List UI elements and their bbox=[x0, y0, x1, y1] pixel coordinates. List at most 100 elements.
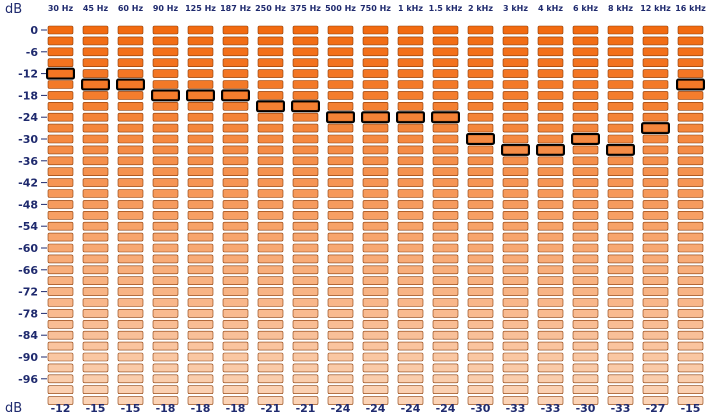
level-segment bbox=[152, 341, 179, 351]
level-segment bbox=[152, 211, 179, 220]
level-segment bbox=[432, 319, 459, 329]
level-segment bbox=[327, 341, 354, 351]
level-segment bbox=[677, 156, 704, 166]
level-segment bbox=[397, 25, 424, 35]
level-segment bbox=[152, 254, 179, 264]
level-segment bbox=[677, 200, 704, 209]
level-segment bbox=[327, 385, 354, 395]
band-column bbox=[151, 25, 180, 405]
level-segment bbox=[572, 211, 599, 220]
frequency-label: 4 kHz bbox=[538, 4, 563, 13]
level-segment bbox=[82, 80, 109, 89]
level-segment bbox=[292, 145, 319, 155]
level-segment bbox=[502, 167, 529, 176]
level-segment bbox=[47, 385, 74, 395]
level-segment bbox=[642, 363, 669, 373]
bottom-db-unit: dB bbox=[5, 401, 22, 416]
level-segment bbox=[327, 102, 354, 111]
level-segment bbox=[327, 243, 354, 253]
level-segment bbox=[117, 374, 144, 384]
peak-value: -15 bbox=[681, 402, 701, 415]
level-segment bbox=[642, 91, 669, 100]
db-tick-label: -36 bbox=[18, 155, 38, 168]
level-segment bbox=[432, 221, 459, 231]
level-segment bbox=[677, 47, 704, 57]
level-segment bbox=[467, 58, 494, 68]
level-segment bbox=[187, 254, 214, 264]
level-segment bbox=[152, 221, 179, 231]
level-segment bbox=[502, 287, 529, 296]
level-segment bbox=[537, 341, 564, 351]
frequency-label: 1.5 kHz bbox=[429, 4, 463, 13]
level-segment bbox=[607, 211, 634, 220]
level-segment bbox=[642, 298, 669, 307]
level-segment bbox=[467, 352, 494, 362]
level-segment bbox=[292, 178, 319, 187]
level-segment bbox=[257, 145, 284, 155]
level-segment bbox=[537, 156, 564, 166]
level-segment bbox=[222, 69, 249, 78]
level-segment bbox=[327, 363, 354, 373]
level-segment bbox=[152, 330, 179, 340]
band-column bbox=[571, 25, 600, 405]
level-segment bbox=[257, 156, 284, 166]
db-tick-label: -48 bbox=[18, 198, 38, 211]
level-segment bbox=[642, 200, 669, 209]
level-segment bbox=[467, 69, 494, 78]
level-segment bbox=[502, 221, 529, 231]
level-segment bbox=[222, 47, 249, 57]
level-segment bbox=[152, 178, 179, 187]
level-segment bbox=[607, 330, 634, 340]
level-segment bbox=[47, 330, 74, 340]
level-segment bbox=[432, 102, 459, 111]
level-segment bbox=[222, 156, 249, 166]
level-segment bbox=[537, 211, 564, 220]
level-segment bbox=[502, 47, 529, 57]
peak-marker bbox=[81, 78, 110, 91]
level-segment bbox=[642, 36, 669, 46]
level-segment bbox=[677, 36, 704, 46]
level-segment bbox=[362, 287, 389, 296]
peak-value: -24 bbox=[366, 402, 386, 415]
peak-value: -18 bbox=[226, 402, 246, 415]
level-segment bbox=[117, 189, 144, 198]
level-segment bbox=[222, 25, 249, 35]
level-segment bbox=[117, 254, 144, 264]
level-segment bbox=[82, 178, 109, 187]
level-segment bbox=[152, 80, 179, 89]
level-segment bbox=[257, 102, 284, 111]
level-segment bbox=[222, 145, 249, 155]
level-segment bbox=[292, 287, 319, 296]
level-segment bbox=[117, 167, 144, 176]
level-segment bbox=[642, 112, 669, 122]
level-segment bbox=[117, 134, 144, 144]
peak-value: -15 bbox=[86, 402, 106, 415]
level-segment bbox=[222, 276, 249, 286]
level-segment bbox=[117, 298, 144, 307]
level-segment bbox=[572, 189, 599, 198]
level-segment bbox=[467, 265, 494, 275]
level-segment bbox=[572, 385, 599, 395]
level-segment bbox=[432, 80, 459, 89]
level-segment bbox=[257, 91, 284, 100]
level-segment bbox=[432, 265, 459, 275]
level-segment bbox=[82, 374, 109, 384]
peak-value: -27 bbox=[646, 402, 666, 415]
level-segment bbox=[117, 123, 144, 133]
level-segment bbox=[292, 341, 319, 351]
level-segment bbox=[327, 232, 354, 242]
level-segment bbox=[152, 319, 179, 329]
level-segment bbox=[327, 25, 354, 35]
level-segment bbox=[677, 221, 704, 231]
level-segment bbox=[607, 385, 634, 395]
level-segment bbox=[82, 363, 109, 373]
level-segment bbox=[292, 330, 319, 340]
level-segment bbox=[607, 243, 634, 253]
level-segment bbox=[642, 189, 669, 198]
level-segment bbox=[257, 25, 284, 35]
level-segment bbox=[362, 178, 389, 187]
level-segment bbox=[642, 232, 669, 242]
peak-value: -24 bbox=[401, 402, 421, 415]
level-segment bbox=[502, 25, 529, 35]
level-segment bbox=[222, 80, 249, 89]
